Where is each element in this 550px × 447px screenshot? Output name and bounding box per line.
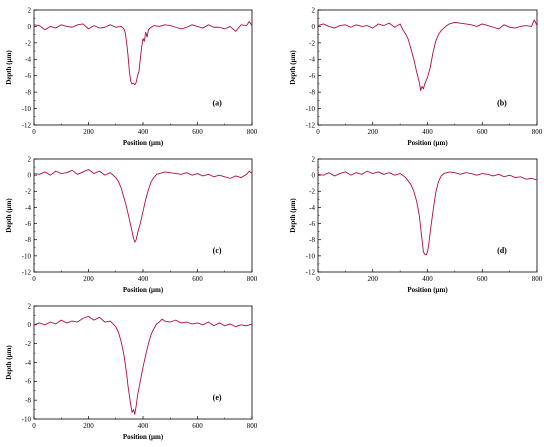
y-axis-label: Depth (μm) xyxy=(5,50,13,85)
chart-panel-1: 0 200 400 600 800 2 0 -2 -4 -6 -8 -10 -12 Position (μ… xyxy=(5,6,258,147)
y-tick-label: 2 xyxy=(28,6,32,14)
y-tick-label: -6 xyxy=(309,72,315,80)
x-axis-label: Position (μm) xyxy=(123,139,164,147)
y-tick-label: -8 xyxy=(309,236,315,244)
y-tick-label: -2 xyxy=(25,340,31,348)
y-tick-label: -10 xyxy=(306,252,316,260)
y-tick-label: -12 xyxy=(306,268,316,276)
y-tick-label: -6 xyxy=(25,378,31,386)
y-tick-label: -2 xyxy=(25,39,31,47)
y-tick-label: -4 xyxy=(25,204,31,212)
x-tick-label: 600 xyxy=(477,275,488,283)
chart-panel-5: 0 200 400 600 800 2 0 -2 -4 -6 -8 -10 Position (μm) D… xyxy=(5,302,258,441)
depth-profile-line xyxy=(317,19,538,91)
y-tick-label: 2 xyxy=(312,155,316,163)
chart-panel-4: 0 200 400 600 800 2 0 -2 -4 -6 -8 -10 -12 Position (μ… xyxy=(289,155,543,294)
y-axis-label: Depth (μm) xyxy=(5,198,13,233)
x-tick-label: 400 xyxy=(138,275,149,283)
x-axis-label: Position (μm) xyxy=(407,139,448,147)
plot-frame xyxy=(317,158,538,273)
y-tick-label: 2 xyxy=(312,6,316,14)
y-tick-label: 0 xyxy=(28,321,32,329)
panel-label: (a) xyxy=(212,98,222,107)
y-tick-label: -2 xyxy=(309,188,315,196)
chart-panel-3: 0 200 400 600 800 2 0 -2 -4 -6 -8 -10 -12 Position (μ… xyxy=(5,155,258,294)
plot-frame xyxy=(33,158,253,273)
x-axis-label: Position (μm) xyxy=(123,433,164,441)
x-tick-label: 600 xyxy=(192,128,203,136)
y-tick-label: 0 xyxy=(312,172,316,180)
x-tick-label: 800 xyxy=(247,275,258,283)
x-tick-label: 0 xyxy=(32,128,36,136)
y-tick-label: -12 xyxy=(306,121,316,129)
x-tick-label: 200 xyxy=(83,128,94,136)
y-tick-label: -10 xyxy=(22,415,32,423)
y-tick-label: -8 xyxy=(25,236,31,244)
x-tick-label: 800 xyxy=(532,128,543,136)
y-tick-label: 0 xyxy=(28,23,32,31)
x-tick-label: 0 xyxy=(32,275,36,283)
x-tick-label: 600 xyxy=(192,275,203,283)
y-tick-label: 2 xyxy=(28,155,32,163)
chart-panel-2: 0 200 400 600 800 2 0 -2 -4 -6 -8 -10 -12 Position (μ… xyxy=(289,6,543,147)
y-tick-label: -8 xyxy=(25,89,31,97)
x-tick-label: 0 xyxy=(316,128,320,136)
x-tick-label: 200 xyxy=(83,422,94,430)
x-axis-label: Position (μm) xyxy=(123,286,164,294)
panel-label: (e) xyxy=(213,393,222,402)
y-tick-label: -2 xyxy=(25,188,31,196)
x-tick-label: 200 xyxy=(83,275,94,283)
x-tick-label: 0 xyxy=(316,275,320,283)
depth-profile-line xyxy=(33,315,253,415)
y-tick-label: 0 xyxy=(312,23,316,31)
y-tick-label: -6 xyxy=(25,220,31,228)
y-axis-label: Depth (μm) xyxy=(5,345,13,380)
y-axis-label: Depth (μm) xyxy=(289,198,297,233)
x-tick-label: 200 xyxy=(368,275,379,283)
y-tick-label: -12 xyxy=(22,268,32,276)
panel-label: (b) xyxy=(497,98,507,107)
x-tick-label: 600 xyxy=(477,128,488,136)
y-tick-label: 0 xyxy=(28,172,32,180)
depth-profile-line xyxy=(33,21,253,86)
panel-label: (c) xyxy=(213,246,222,255)
x-tick-label: 400 xyxy=(138,422,149,430)
x-axis-label: Position (μm) xyxy=(407,286,448,294)
depth-profile-line xyxy=(33,169,253,243)
y-tick-label: -2 xyxy=(309,39,315,47)
y-axis-label: Depth (μm) xyxy=(289,50,297,85)
x-tick-label: 400 xyxy=(422,128,433,136)
x-tick-label: 600 xyxy=(192,422,203,430)
x-tick-label: 800 xyxy=(532,275,543,283)
y-tick-label: 2 xyxy=(28,302,32,310)
y-tick-label: -10 xyxy=(22,252,32,260)
y-tick-label: -4 xyxy=(25,359,31,367)
depth-profile-line xyxy=(317,170,538,256)
x-tick-label: 0 xyxy=(32,422,36,430)
y-tick-label: -8 xyxy=(25,397,31,405)
x-tick-label: 800 xyxy=(247,422,258,430)
x-tick-label: 400 xyxy=(422,275,433,283)
y-tick-label: -10 xyxy=(306,105,316,113)
y-tick-label: -12 xyxy=(22,121,32,129)
panel-label: (d) xyxy=(497,246,507,255)
y-tick-label: -4 xyxy=(309,204,315,212)
x-tick-label: 200 xyxy=(368,128,379,136)
y-tick-label: -8 xyxy=(309,89,315,97)
x-tick-label: 800 xyxy=(247,128,258,136)
y-tick-label: -4 xyxy=(309,56,315,64)
y-tick-label: -6 xyxy=(25,72,31,80)
y-tick-label: -4 xyxy=(25,56,31,64)
x-tick-label: 400 xyxy=(138,128,149,136)
y-tick-label: -10 xyxy=(22,105,32,113)
y-tick-label: -6 xyxy=(309,220,315,228)
